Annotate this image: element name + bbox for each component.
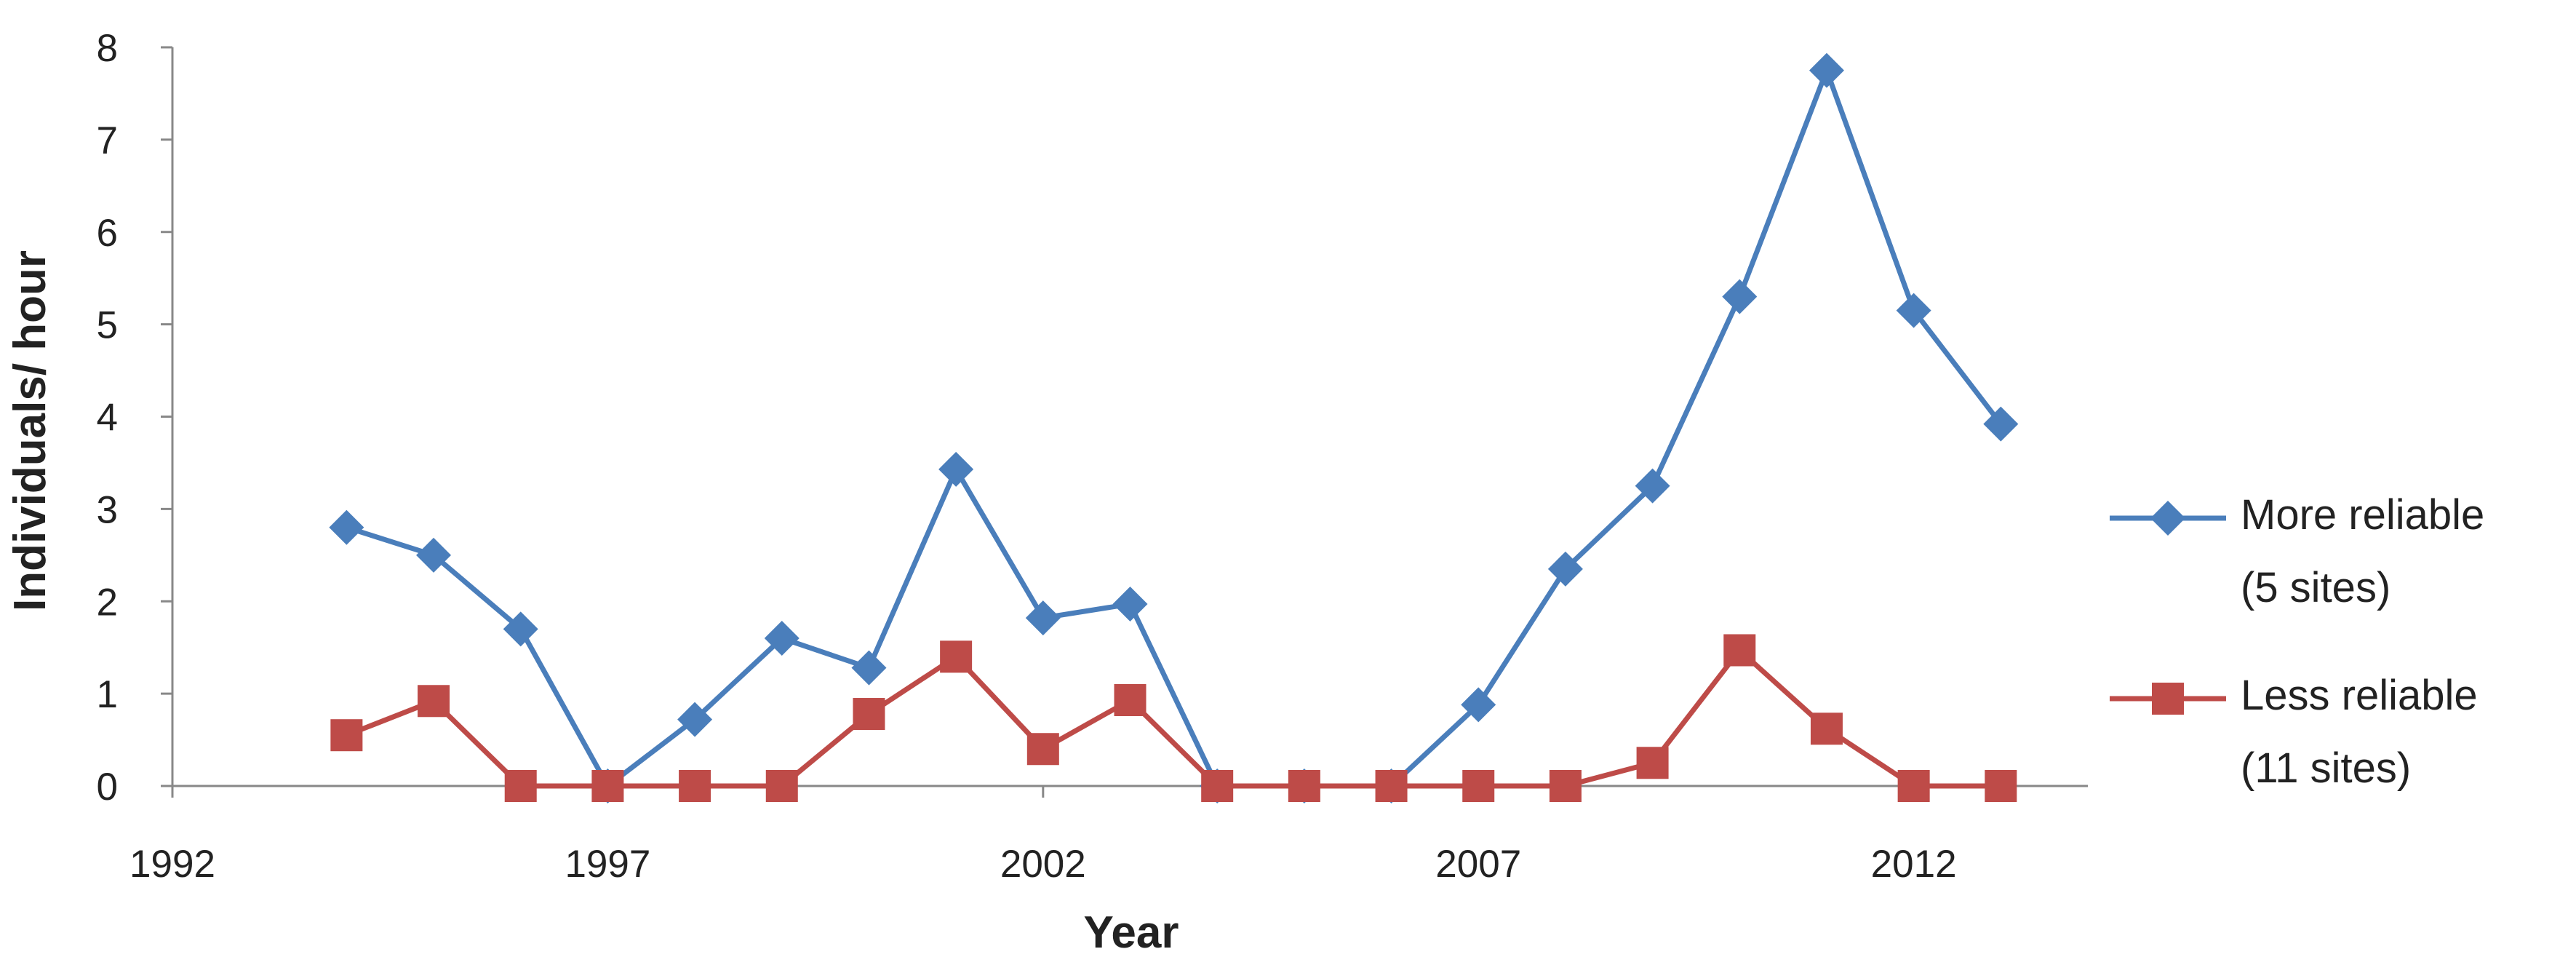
- data-point: [765, 770, 798, 802]
- data-point: [1636, 747, 1669, 779]
- data-point: [1288, 770, 1320, 802]
- data-point: [1809, 52, 1844, 88]
- legend-marker-diamond: [2150, 501, 2185, 536]
- data-point: [1201, 770, 1234, 802]
- y-tick-label: 4: [97, 397, 118, 440]
- data-point: [1983, 406, 2019, 442]
- legend-marker-square: [2152, 683, 2184, 715]
- data-point: [679, 770, 711, 802]
- data-point: [1025, 600, 1061, 636]
- data-point: [1547, 551, 1583, 587]
- y-tick-label: 1: [97, 673, 118, 716]
- legend-label-line-2: (5 sites): [2241, 564, 2390, 611]
- y-tick-label: 0: [97, 766, 118, 809]
- data-point: [1985, 770, 2017, 802]
- data-point: [503, 611, 538, 647]
- data-point: [938, 451, 974, 487]
- series-layer: [329, 52, 2019, 803]
- x-tick-label: 2012: [1871, 843, 1957, 886]
- data-point: [1896, 293, 1931, 328]
- y-tick-label: 3: [97, 488, 118, 531]
- data-point: [416, 537, 452, 573]
- legend-label-line-1: More reliable: [2241, 491, 2484, 539]
- series-less-reliable: [330, 634, 2017, 802]
- legend-label-line-1: Less reliable: [2241, 672, 2478, 719]
- data-point: [1722, 279, 1758, 314]
- data-point: [1810, 712, 1843, 745]
- data-point: [1549, 770, 1582, 802]
- y-tick-label: 7: [97, 119, 118, 162]
- y-tick-label: 6: [97, 212, 118, 255]
- legend-item-more-reliable: More reliable (5 sites): [2110, 491, 2484, 611]
- x-tick-label: 1992: [129, 843, 215, 886]
- data-point: [1635, 468, 1670, 504]
- data-point: [1375, 770, 1408, 802]
- x-axis-title: Year: [1083, 908, 1179, 957]
- y-tick-label: 2: [97, 581, 118, 624]
- axes: 0 1 2 3 4 5 6 7 8 1992 1997 2002 2007 2012: [97, 27, 2088, 886]
- y-axis-title: Individuals/ hour: [5, 250, 55, 611]
- data-point: [677, 702, 713, 737]
- x-tick-label: 1997: [565, 843, 650, 886]
- data-point: [504, 770, 537, 802]
- series-line: [346, 68, 2003, 789]
- data-point: [330, 719, 363, 752]
- data-point: [1461, 687, 1496, 723]
- data-point: [764, 621, 799, 656]
- data-point: [1112, 587, 1148, 622]
- x-ticks: 1992 1997 2002 2007 2012: [129, 786, 1957, 886]
- legend-item-less-reliable: Less reliable (11 sites): [2110, 672, 2478, 792]
- data-point: [1026, 733, 1059, 766]
- legend: More reliable (5 sites) Less reliable (1…: [2110, 491, 2484, 792]
- x-tick-label: 2002: [1000, 843, 1086, 886]
- x-tick-label: 2007: [1435, 843, 1521, 886]
- data-point: [940, 640, 973, 673]
- data-point: [1897, 770, 1930, 802]
- data-point: [1723, 634, 1756, 667]
- y-tick-label: 8: [97, 27, 118, 70]
- data-point: [418, 685, 450, 718]
- legend-label-line-2: (11 sites): [2241, 744, 2411, 792]
- data-point: [1462, 770, 1495, 802]
- data-point: [853, 698, 885, 731]
- y-ticks: 0 1 2 3 4 5 6 7 8: [97, 27, 172, 809]
- y-tick-label: 5: [97, 304, 118, 347]
- data-point: [851, 650, 887, 686]
- data-point: [1114, 684, 1147, 717]
- series-more-reliable: [329, 52, 2019, 803]
- data-point: [591, 770, 624, 802]
- data-point: [329, 509, 364, 545]
